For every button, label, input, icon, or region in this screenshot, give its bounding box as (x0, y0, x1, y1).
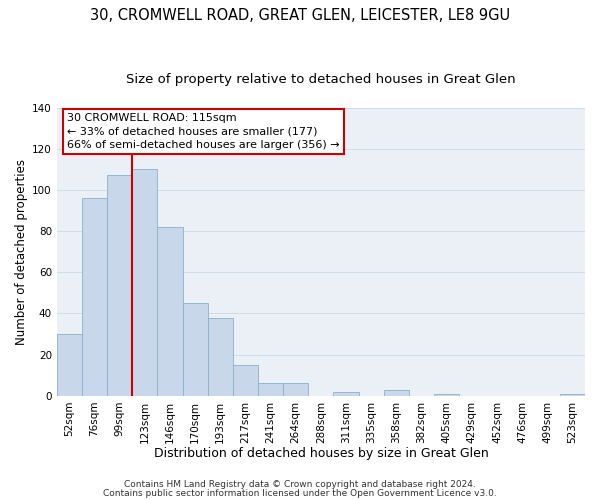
Bar (82, 198, 107, 396)
Bar (434, 394, 459, 396)
Title: Size of property relative to detached houses in Great Glen: Size of property relative to detached ho… (126, 72, 516, 86)
Text: 30, CROMWELL ROAD, GREAT GLEN, LEICESTER, LE8 9GU: 30, CROMWELL ROAD, GREAT GLEN, LEICESTER… (90, 8, 510, 22)
Bar (157, 227, 182, 396)
Bar (182, 303, 208, 396)
Bar (384, 390, 409, 396)
Bar (57, 334, 82, 396)
Bar (208, 318, 233, 396)
Text: 30 CROMWELL ROAD: 115sqm
← 33% of detached houses are smaller (177)
66% of semi-: 30 CROMWELL ROAD: 115sqm ← 33% of detach… (67, 114, 340, 150)
X-axis label: Distribution of detached houses by size in Great Glen: Distribution of detached houses by size … (154, 447, 488, 460)
Bar (107, 176, 132, 396)
Text: Contains HM Land Registry data © Crown copyright and database right 2024.: Contains HM Land Registry data © Crown c… (124, 480, 476, 489)
Bar (258, 384, 283, 396)
Text: Contains public sector information licensed under the Open Government Licence v3: Contains public sector information licen… (103, 488, 497, 498)
Bar (233, 365, 258, 396)
Bar (560, 394, 585, 396)
Bar (283, 384, 308, 396)
Bar (334, 392, 359, 396)
Bar (132, 170, 157, 396)
Y-axis label: Number of detached properties: Number of detached properties (15, 158, 28, 344)
